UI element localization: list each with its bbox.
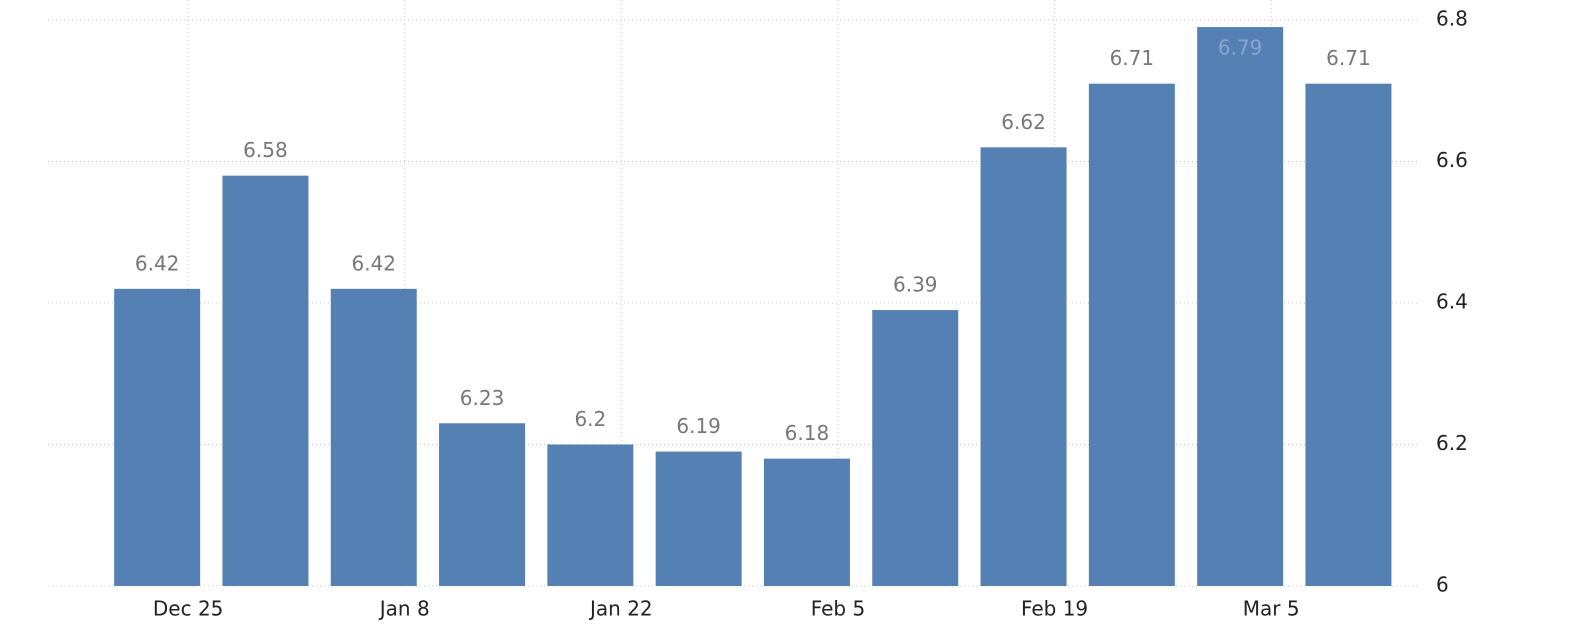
value-label: 6.39 <box>893 273 938 297</box>
value-label: 6.62 <box>1001 110 1046 134</box>
value-label: 6.42 <box>351 251 396 275</box>
x-tick-label: Mar 5 <box>1243 597 1300 621</box>
x-tick-label: Feb 19 <box>1021 597 1088 621</box>
bar <box>114 288 201 586</box>
x-tick-label: Jan 8 <box>378 597 430 621</box>
x-tick-label: Dec 25 <box>153 597 224 621</box>
x-tick-label: Jan 22 <box>588 597 653 621</box>
value-label: 6.79 <box>1218 36 1263 60</box>
bar <box>980 147 1067 586</box>
y-tick-label: 6.2 <box>1436 431 1468 455</box>
value-label: 6.42 <box>135 251 180 275</box>
value-label: 6.2 <box>574 407 606 431</box>
y-tick-label: 6.4 <box>1436 290 1468 314</box>
bar <box>763 458 850 586</box>
value-label: 6.58 <box>243 138 288 162</box>
bar <box>222 175 309 586</box>
value-label: 6.18 <box>785 421 830 445</box>
value-label: 6.19 <box>676 414 721 438</box>
bar <box>439 423 526 586</box>
value-label: 6.71 <box>1110 46 1155 70</box>
y-tick-label: 6.8 <box>1436 7 1468 31</box>
bar <box>547 444 634 586</box>
bar <box>1305 83 1392 587</box>
value-label: 6.23 <box>460 386 505 410</box>
bar <box>872 310 959 586</box>
x-tick-label: Feb 5 <box>811 597 866 621</box>
bar <box>330 288 417 586</box>
y-tick-label: 6.6 <box>1436 148 1468 172</box>
value-label: 6.71 <box>1326 46 1371 70</box>
bar <box>655 451 742 586</box>
bar <box>1197 27 1284 586</box>
y-tick-label: 6 <box>1436 573 1449 597</box>
bar <box>1088 83 1175 587</box>
